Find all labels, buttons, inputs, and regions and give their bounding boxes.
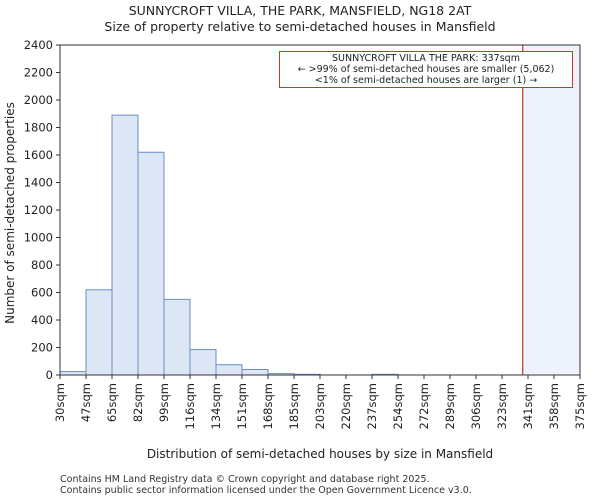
y-tick-label: 2000 <box>24 93 53 107</box>
y-tick-label: 0 <box>46 368 53 382</box>
y-tick-label: 1200 <box>24 203 53 217</box>
annotation-line-2: ← >99% of semi-detached houses are small… <box>297 64 555 75</box>
x-tick-label: 237sqm <box>365 383 379 429</box>
x-tick-label: 47sqm <box>79 383 93 422</box>
y-ticks-layer: 0 200 400 600 800 1000 1200 1400 1600 1800 2000 220… <box>24 38 60 382</box>
bar-30sqm <box>59 371 87 376</box>
footer-copyright: Contains HM Land Registry data © Crown c… <box>60 474 430 485</box>
y-tick-label: 200 <box>31 341 53 355</box>
x-axis-label: Distribution of semi-detached houses by … <box>147 447 493 461</box>
y-tick-label: 2200 <box>24 66 53 80</box>
x-tick-label: 306sqm <box>469 383 483 429</box>
y-tick-label: 1400 <box>24 176 53 190</box>
x-tick-label: 341sqm <box>521 383 535 429</box>
y-tick-label: 1800 <box>24 121 53 135</box>
bar-99sqm <box>163 298 191 376</box>
x-tick-label: 99sqm <box>157 383 171 422</box>
bar-134sqm <box>215 364 243 376</box>
y-axis-label: Number of semi-detached properties <box>3 102 17 324</box>
x-tick-label: 254sqm <box>391 383 405 429</box>
x-tick-label: 185sqm <box>287 383 301 429</box>
x-tick-label: 203sqm <box>313 383 327 429</box>
bar-82sqm <box>137 151 165 376</box>
x-tick-label: 30sqm <box>53 383 67 422</box>
y-tick-label: 600 <box>31 286 53 300</box>
larger-houses-region <box>522 45 580 375</box>
chart-title: SUNNYCROFT VILLA, THE PARK, MANSFIELD, N… <box>128 3 472 18</box>
x-tick-label: 375sqm <box>573 383 587 429</box>
x-tick-label: 220sqm <box>339 383 353 429</box>
x-tick-label: 65sqm <box>105 383 119 422</box>
x-tick-label: 116sqm <box>183 383 197 429</box>
annotation-line-3: <1% of semi-detached houses are larger (… <box>314 75 538 86</box>
property-annotation-box: SUNNYCROFT VILLA THE PARK: 337sqm ← >99%… <box>279 51 573 88</box>
x-tick-label: 358sqm <box>547 383 561 429</box>
larger-region-layer <box>522 45 580 375</box>
annotation-line-1: SUNNYCROFT VILLA THE PARK: 337sqm <box>332 53 520 64</box>
x-tick-label: 272sqm <box>417 383 431 429</box>
x-tick-label: 151sqm <box>235 383 249 429</box>
x-tick-label: 323sqm <box>495 383 509 429</box>
bars-layer <box>59 114 399 376</box>
y-tick-label: 1600 <box>24 148 53 162</box>
x-tick-label: 82sqm <box>131 383 145 422</box>
bar-47sqm <box>85 289 113 376</box>
x-ticks-layer: 30sqm 47sqm 65sqm 82sqm 99sqm 116sqm 134sqm 151… <box>53 375 587 429</box>
chart-subtitle: Size of property relative to semi-detach… <box>104 19 496 34</box>
y-tick-label: 1000 <box>24 231 53 245</box>
y-tick-label: 800 <box>31 258 53 272</box>
bar-116sqm <box>189 349 217 376</box>
bar-65sqm <box>111 114 139 376</box>
bar-151sqm <box>241 369 269 376</box>
x-tick-label: 289sqm <box>443 383 457 429</box>
footer-licence: Contains public sector information licen… <box>60 485 472 496</box>
x-tick-label: 168sqm <box>261 383 275 429</box>
y-tick-label: 2400 <box>24 38 53 52</box>
x-tick-label: 134sqm <box>209 383 223 429</box>
y-tick-label: 400 <box>31 313 53 327</box>
